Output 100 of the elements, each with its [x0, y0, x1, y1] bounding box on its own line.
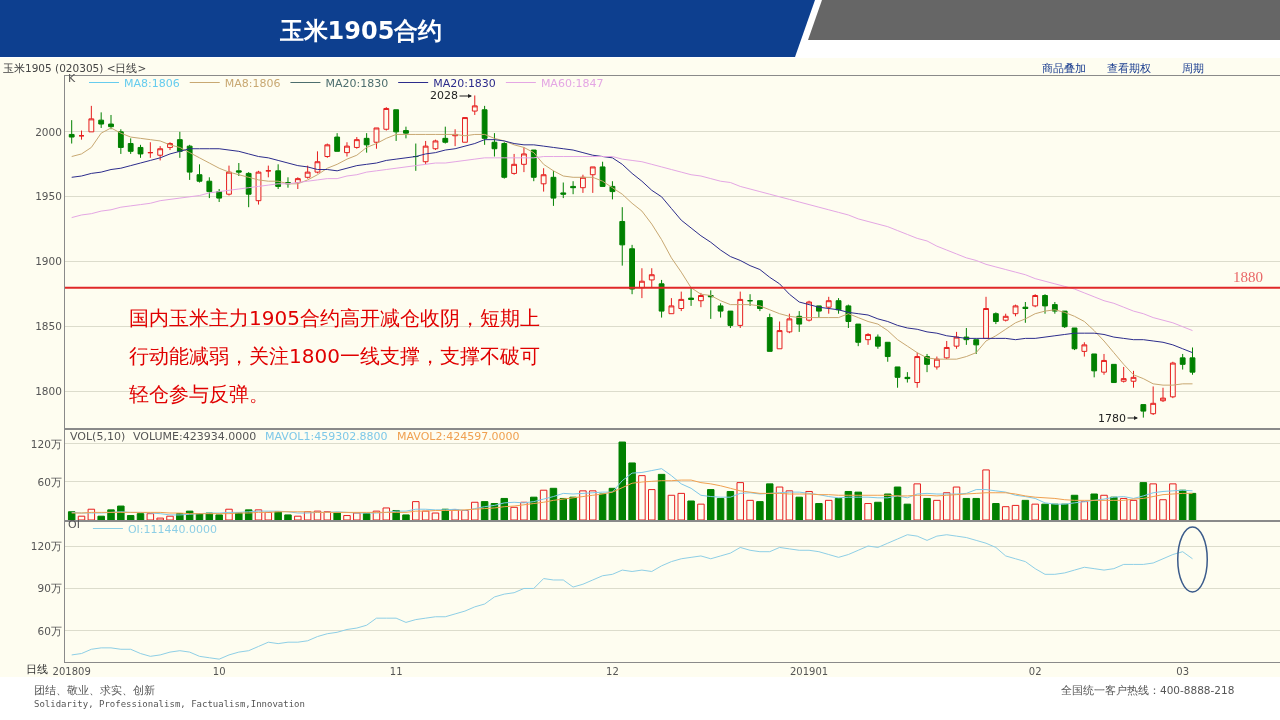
bar: [913, 483, 921, 520]
candlestick: [668, 297, 675, 315]
bar: [67, 511, 76, 520]
y-tick-label: 2000: [35, 125, 62, 138]
bar: [628, 462, 636, 520]
candlestick: [68, 119, 75, 145]
bar: [1080, 501, 1089, 520]
candlestick: [521, 146, 527, 173]
candlestick: [560, 182, 567, 199]
candlestick: [540, 167, 547, 193]
candlestick: [88, 105, 95, 133]
x-tick-label: 02: [1028, 666, 1042, 677]
candlestick: [186, 144, 193, 181]
text: 全国统一客户热线：400-8888-218: [1061, 684, 1235, 696]
bar: [97, 515, 105, 520]
bar: [864, 503, 872, 520]
legend-label: MA8:1806: [124, 76, 180, 90]
candlestick: [983, 296, 989, 339]
bar: [854, 491, 862, 520]
bar: [687, 500, 695, 520]
candlestick: [688, 287, 694, 307]
candlestick: [393, 109, 400, 142]
bar: [746, 499, 754, 520]
line-series: [71, 156, 1193, 332]
legend-title: K: [68, 72, 76, 86]
bar: [716, 497, 725, 520]
y-tick-label: 120万: [30, 539, 62, 552]
candlestick: [206, 176, 213, 199]
bar: [1011, 504, 1020, 520]
candlestick: [914, 352, 921, 389]
candlestick: [1110, 363, 1117, 384]
bar: [952, 486, 961, 520]
bar: [933, 499, 941, 520]
candlestick: [324, 143, 331, 159]
candlestick: [1061, 310, 1068, 329]
candlestick: [363, 132, 370, 154]
candlestick: [196, 163, 203, 184]
candlestick: [501, 141, 508, 180]
candlestick: [530, 149, 537, 182]
candlestick: [599, 161, 606, 187]
y-tick-label: 90万: [37, 582, 62, 595]
candlestick: [1169, 361, 1176, 399]
candlestick: [157, 145, 164, 161]
candlestick: [1101, 353, 1107, 376]
bar: [598, 493, 607, 520]
bar: [982, 469, 990, 520]
legend-label: MA20:1830: [325, 76, 389, 90]
candlestick: [707, 289, 714, 320]
bar: [756, 501, 764, 520]
bar: [992, 503, 1000, 520]
bar: [274, 511, 282, 520]
bar: [775, 486, 784, 520]
bar: [618, 441, 626, 520]
candlestick: [550, 170, 557, 207]
candlestick: [865, 332, 871, 346]
candlestick: [1189, 346, 1196, 376]
y-tick-label: 1850: [35, 320, 62, 333]
legend-title: OI: [68, 518, 80, 532]
candlestick: [344, 141, 350, 158]
candlestick: [953, 331, 960, 350]
bar: [343, 515, 351, 520]
y-tick-label: 120万: [30, 437, 62, 450]
bar: [815, 503, 823, 520]
candlestick: [580, 174, 586, 194]
x-tick-label: 201901: [789, 666, 829, 677]
candlestick: [304, 165, 311, 180]
candlestick: [786, 313, 793, 334]
legend-label: OI:111440.0000: [127, 522, 217, 536]
bar: [834, 497, 843, 520]
bar: [294, 515, 302, 520]
bar: [893, 486, 902, 520]
candlestick: [373, 127, 380, 150]
bar: [1178, 489, 1187, 520]
bar: [677, 492, 685, 520]
y-tick-label: 60万: [37, 475, 62, 488]
bar: [77, 515, 86, 520]
y-tick-label: 1800: [35, 385, 62, 398]
candlestick: [216, 188, 223, 203]
candlestick: [1150, 385, 1157, 416]
candlestick: [412, 143, 419, 172]
x-tick-label: 12: [606, 666, 619, 677]
y-tick-label: 60万: [37, 624, 62, 637]
bar: [107, 509, 115, 520]
candlestick: [884, 341, 891, 363]
bar: [883, 493, 892, 520]
candlestick: [235, 162, 242, 177]
candlestick: [943, 340, 950, 360]
bar: [1060, 503, 1069, 520]
bar: [824, 499, 833, 520]
legend-label: MA20:1830: [433, 76, 496, 90]
text: 商品叠加: [1042, 62, 1086, 75]
candlestick: [904, 371, 911, 384]
candlestick: [698, 292, 704, 308]
bar: [805, 490, 813, 520]
bar: [451, 509, 459, 520]
bar: [461, 509, 469, 520]
candlestick: [491, 132, 498, 158]
chart-title: 玉米1905合约: [278, 17, 443, 46]
bar: [1100, 494, 1108, 520]
bar: [382, 507, 391, 520]
